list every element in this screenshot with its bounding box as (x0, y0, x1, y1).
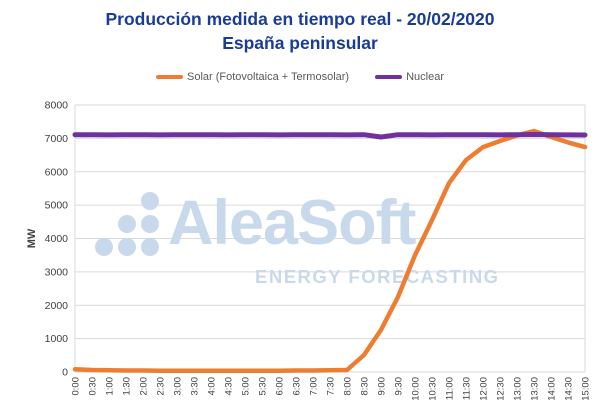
y-axis-tick-label: 3000 (45, 266, 69, 278)
y-axis-tick-label: 2000 (45, 300, 69, 312)
y-axis-tick-label: 7000 (45, 133, 69, 145)
x-axis-tick-label: 15:00 (581, 377, 592, 401)
x-axis-tick-label: 12:30 (496, 377, 507, 401)
x-axis-tick-label: 2:30 (156, 377, 167, 396)
nuclear-series-line (72, 132, 588, 140)
x-axis-tick-label: 1:30 (122, 377, 133, 396)
chart-title-line1: Producción medida en tiempo real - 20/02… (105, 9, 495, 29)
x-axis-tick-label: 8:00 (343, 377, 354, 396)
x-axis-tick-label: 7:30 (326, 377, 337, 396)
legend-item-nuclear: Nuclear (375, 71, 444, 83)
x-axis-tick-label: 13:00 (513, 377, 524, 401)
x-axis-tick-label: 13:30 (530, 377, 541, 401)
y-axis-title: MW (26, 228, 38, 248)
x-axis-tick-label: 6:00 (275, 377, 286, 396)
solar-series-line (72, 128, 588, 373)
y-axis-tick-label: 5000 (45, 200, 69, 212)
x-axis-tick-label: 11:30 (462, 377, 473, 400)
x-axis-tick-label: 4:00 (207, 377, 218, 396)
x-axis-tick-label: 10:30 (428, 377, 439, 401)
x-axis-tick-label: 10:00 (411, 377, 422, 401)
legend-label-nuclear: Nuclear (406, 71, 445, 83)
x-axis-tick-label: 9:30 (394, 377, 405, 396)
legend-label-solar: Solar (Fotovoltaica + Termosolar) (186, 71, 350, 83)
y-axis-tick-label: 0 (62, 367, 68, 379)
x-axis-tick-label: 3:00 (173, 377, 184, 396)
x-axis-tick-label: 6:30 (292, 377, 303, 396)
x-axis-tick-label: 14:00 (547, 377, 558, 401)
y-axis-tick-label: 6000 (45, 166, 69, 178)
x-axis-tick-label: 11:00 (445, 377, 456, 400)
chart-legend: Solar (Fotovoltaica + Termosolar) Nuclea… (0, 71, 600, 83)
x-axis-tick-label: 9:00 (377, 377, 388, 396)
y-axis-tick-label: 1000 (45, 333, 69, 345)
solar-line-swatch (155, 74, 183, 80)
x-axis-tick-label: 14:30 (564, 377, 575, 401)
x-axis-tick-label: 1:00 (105, 377, 116, 396)
x-axis-tick-label: 0:00 (71, 377, 82, 396)
x-axis-tick-label: 0:30 (88, 377, 99, 396)
legend-item-solar: Solar (Fotovoltaica + Termosolar) (155, 71, 350, 83)
chart-title-line2: España peninsular (222, 33, 378, 53)
y-axis-tick-label: 8000 (45, 100, 69, 112)
x-axis-tick-label: 8:30 (360, 377, 371, 396)
y-axis-tick-label: 4000 (45, 233, 69, 245)
chart-title: Producción medida en tiempo real - 20/02… (0, 7, 600, 55)
x-axis-tick-label: 2:00 (139, 377, 150, 396)
x-axis-tick-label: 12:00 (479, 377, 490, 401)
x-axis-tick-label: 3:30 (190, 377, 201, 396)
nuclear-line-swatch (375, 74, 403, 80)
x-axis-tick-label: 5:30 (258, 377, 269, 396)
x-axis-tick-label: 5:00 (241, 377, 252, 396)
x-axis-tick-label: 7:00 (309, 377, 320, 396)
x-axis-tick-label: 4:30 (224, 377, 235, 396)
